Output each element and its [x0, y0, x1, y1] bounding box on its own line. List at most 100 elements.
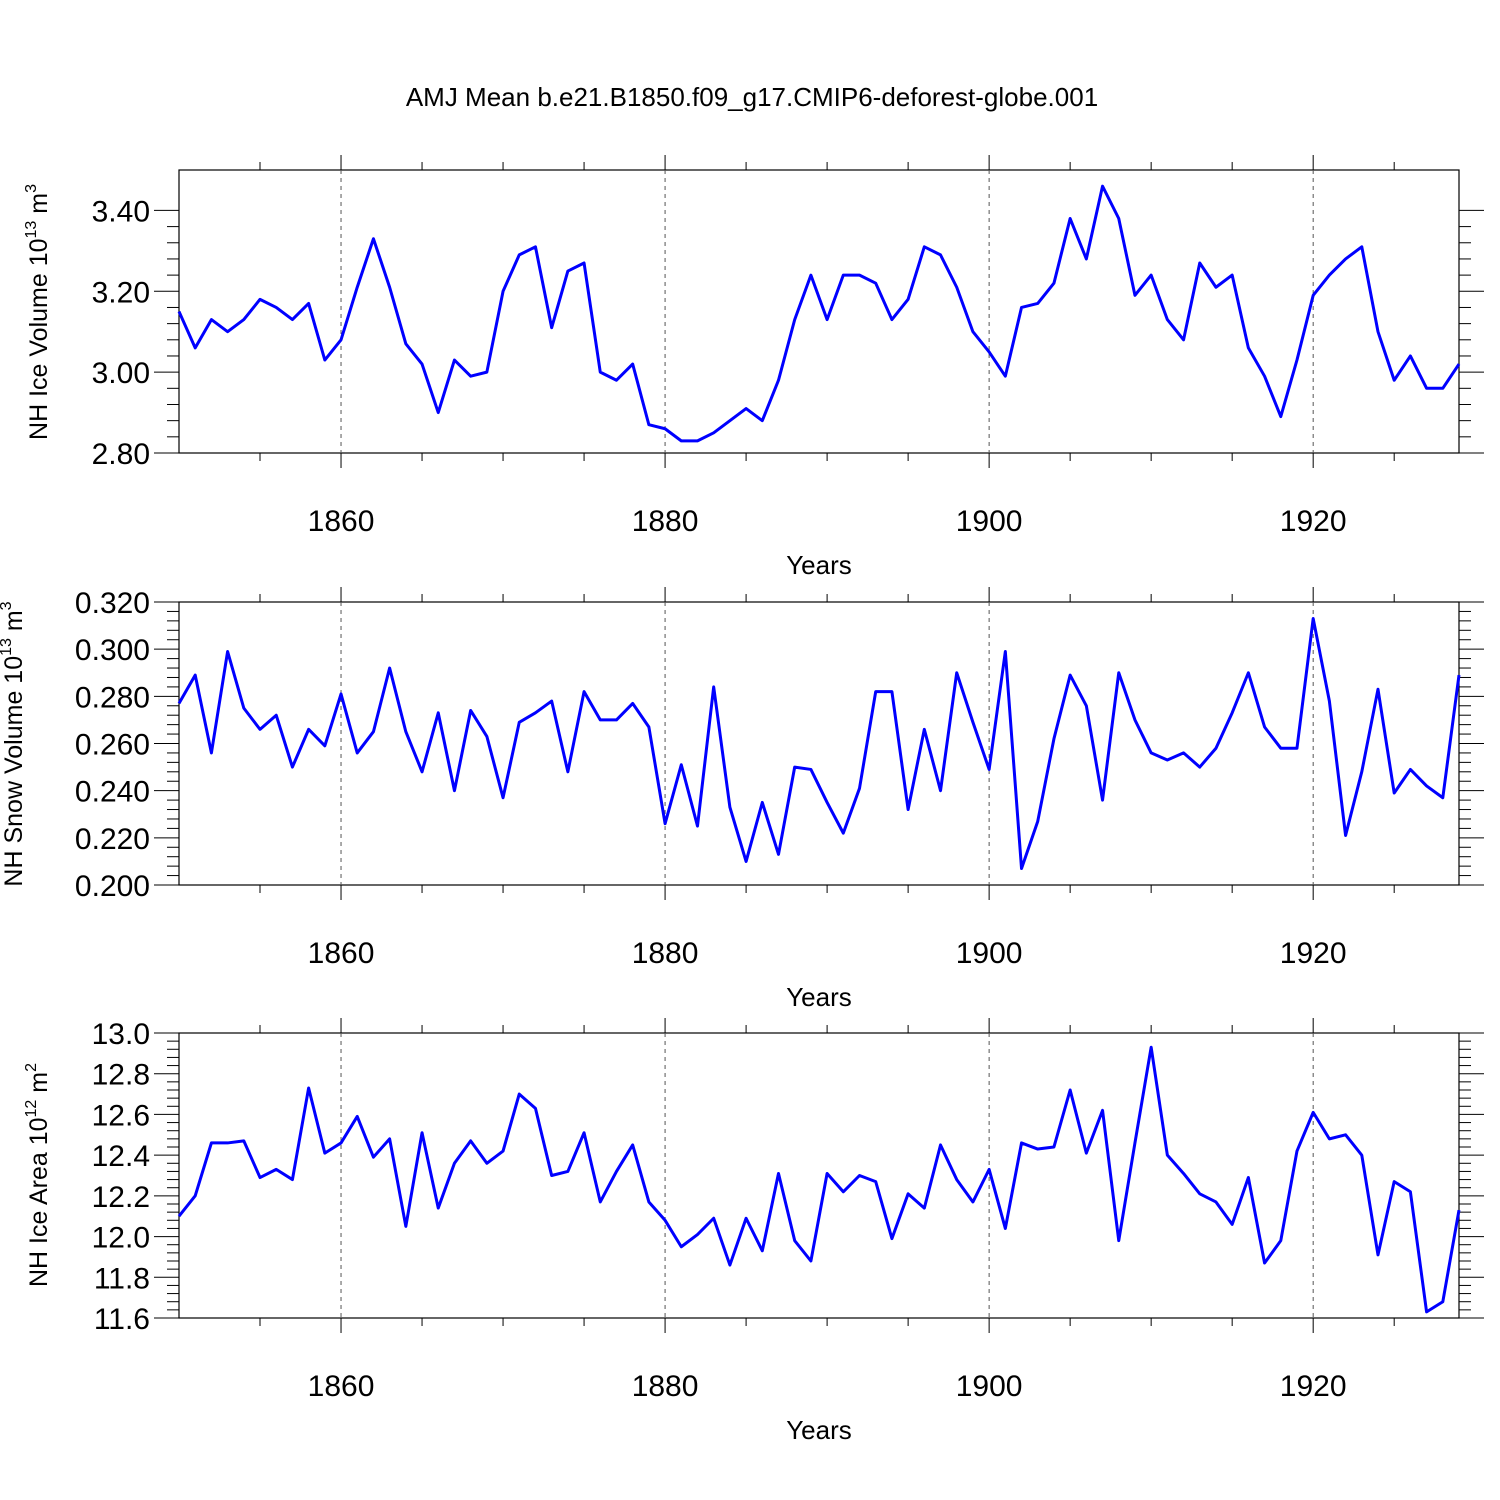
data-point — [583, 690, 585, 692]
data-point — [875, 282, 877, 284]
series-line — [177, 1045, 1461, 1314]
data-point — [712, 1217, 714, 1219]
data-point — [729, 419, 731, 421]
plot-frame — [178, 1032, 1460, 1319]
data-point — [794, 766, 796, 768]
y-axis-title-main: NH Ice Volume 10 — [25, 238, 53, 440]
data-point — [437, 411, 439, 413]
data-point — [1263, 726, 1265, 728]
chart-panel-1: 2.80 3.00 3.20 3.40 1860 1880 1900 1920 Years NH … — [23, 155, 1484, 580]
y-tick-label: 12.2 — [92, 1181, 150, 1214]
data-point — [259, 298, 261, 300]
data-point — [599, 1201, 601, 1203]
y-tick-label: 0.200 — [75, 870, 150, 903]
data-point — [729, 1264, 731, 1266]
data-point — [453, 359, 455, 361]
data-point — [745, 407, 747, 409]
data-point — [518, 1093, 520, 1095]
data-point — [1280, 415, 1282, 417]
data-point — [1344, 258, 1346, 260]
data-point — [1037, 302, 1039, 304]
data-point — [1101, 799, 1103, 801]
data-point — [1053, 1146, 1055, 1148]
data-point — [194, 1195, 196, 1197]
x-axis-title: Years — [786, 982, 852, 1012]
data-point — [794, 1239, 796, 1241]
x-tick-label: 1920 — [1280, 505, 1347, 538]
data-point — [988, 1168, 990, 1170]
data-point — [226, 1142, 228, 1144]
data-point — [550, 1174, 552, 1176]
data-point — [421, 363, 423, 365]
y-axis-title-unit-exponent: 3 — [0, 601, 15, 610]
data-point — [1328, 1138, 1330, 1140]
data-point — [226, 331, 228, 333]
data-point — [1020, 867, 1022, 869]
data-point — [712, 432, 714, 434]
data-point — [631, 363, 633, 365]
data-point — [1247, 1176, 1249, 1178]
data-point — [858, 1174, 860, 1176]
data-point — [1312, 617, 1314, 619]
data-point — [356, 1115, 358, 1117]
data-point — [486, 1162, 488, 1164]
data-point — [680, 1246, 682, 1248]
data-point — [178, 1215, 180, 1217]
data-point — [372, 238, 374, 240]
data-point — [405, 343, 407, 345]
data-point — [210, 318, 212, 320]
data-point — [1199, 766, 1201, 768]
y-axis-title-unit: m — [25, 193, 53, 214]
data-point — [1166, 318, 1168, 320]
y-tick-label: 11.8 — [94, 1262, 150, 1295]
data-point — [1409, 355, 1411, 357]
data-point — [567, 270, 569, 272]
data-point — [405, 731, 407, 733]
data-point — [1053, 282, 1055, 284]
data-point — [826, 801, 828, 803]
data-point — [615, 1170, 617, 1172]
data-point — [1458, 674, 1460, 676]
data-point — [988, 768, 990, 770]
y-tick-label: 12.6 — [92, 1099, 150, 1132]
data-point — [939, 789, 941, 791]
data-point — [1442, 1301, 1444, 1303]
figure-title: AMJ Mean b.e21.B1850.f09_g17.CMIP6-defor… — [406, 82, 1098, 112]
data-point — [1425, 1311, 1427, 1313]
x-tick-label: 1900 — [956, 505, 1023, 538]
data-point — [631, 1144, 633, 1146]
series-line — [177, 617, 1461, 870]
data-point — [405, 1225, 407, 1227]
y-tick-label: 12.0 — [92, 1222, 150, 1255]
data-point — [210, 752, 212, 754]
data-point — [275, 714, 277, 716]
data-point — [956, 672, 958, 674]
data-point — [810, 1260, 812, 1262]
data-point — [502, 797, 504, 799]
y-axis-title-unit: m — [0, 610, 28, 631]
plot-frame — [178, 601, 1460, 886]
data-point — [453, 789, 455, 791]
data-point — [1101, 1109, 1103, 1111]
data-point — [437, 712, 439, 714]
data-point — [923, 1207, 925, 1209]
data-point — [1069, 674, 1071, 676]
y-tick-label: 0.240 — [75, 776, 150, 809]
data-point — [1199, 1193, 1201, 1195]
data-point — [502, 1150, 504, 1152]
data-point — [226, 650, 228, 652]
data-point — [712, 686, 714, 688]
data-point — [469, 709, 471, 711]
data-point — [1118, 217, 1120, 219]
data-point — [1150, 752, 1152, 754]
x-tick-label: 1880 — [632, 937, 699, 970]
data-point — [1442, 797, 1444, 799]
data-point — [1361, 771, 1363, 773]
data-point — [680, 440, 682, 442]
data-point — [1134, 294, 1136, 296]
data-point — [1118, 1239, 1120, 1241]
data-point — [599, 371, 601, 373]
data-point — [1377, 1254, 1379, 1256]
chart-panel-3: 11.6 11.8 12.0 12.2 12.4 12.6 12.8 13.0 1860 1880… — [23, 1018, 1484, 1445]
